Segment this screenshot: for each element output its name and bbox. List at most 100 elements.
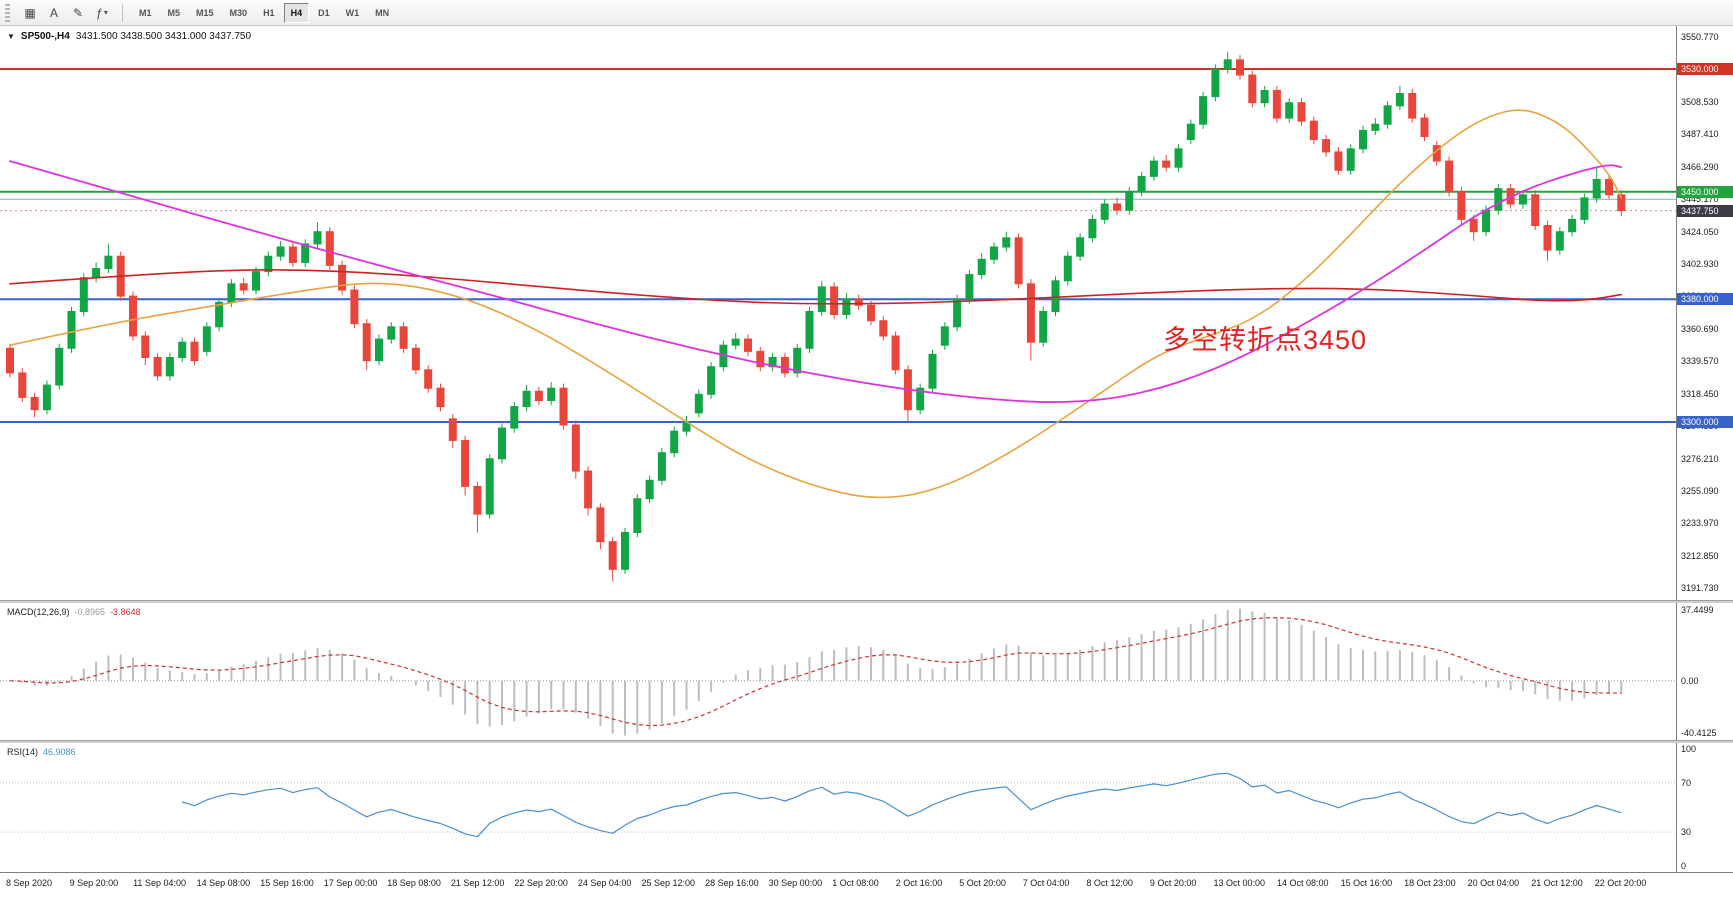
time-axis-label: 24 Sep 04:00 [577, 878, 632, 888]
rsi-axis-100: 100 [1681, 744, 1697, 754]
price-tick-label: 3212.850 [1681, 550, 1719, 561]
time-axis-label: 14 Oct 08:00 [1277, 878, 1329, 888]
price-tick-label: 3487.410 [1681, 129, 1719, 140]
price-tick-label: 3360.690 [1681, 323, 1719, 334]
rsi-axis-30: 30 [1681, 827, 1692, 838]
time-axis-label: 15 Sep 16:00 [260, 878, 314, 888]
price-tick-label: 3191.730 [1681, 583, 1719, 594]
panel-splitter-macd[interactable] [0, 600, 1733, 603]
time-axis-label: 9 Sep 20:00 [69, 878, 119, 888]
rsi-label: RSI(14) 46.9086 [7, 747, 76, 757]
macd-label: MACD(12,26,9) -0.8965 -3.8648 [7, 607, 141, 617]
rsi-svg[interactable] [0, 743, 1676, 872]
price-badge-3530.000: 3530.000 [1677, 63, 1733, 75]
price-tick-label: 3508.530 [1681, 96, 1719, 107]
timeframe-button-h1[interactable]: H1 [263, 7, 275, 18]
price-badge-3437.750: 3437.750 [1677, 204, 1733, 217]
macd-value-signal: -3.8648 [110, 607, 141, 617]
draw-tool-icon[interactable]: ✎ [72, 5, 84, 20]
macd-signal-line [9, 617, 1622, 727]
rsi-line [182, 772, 1622, 838]
toolbar-grip[interactable] [5, 3, 10, 22]
panel-splitter-rsi[interactable] [0, 740, 1733, 743]
text-annotation-icon[interactable]: A [49, 5, 58, 20]
chart-header: ▼ SP500-,H4 3431.500 3438.500 3431.000 3… [7, 31, 251, 42]
price-tick-label: 3339.570 [1681, 356, 1719, 367]
price-badge-3300.000: 3300.000 [1677, 416, 1733, 428]
toolbar-icons: ▦ A ✎ ƒ ▾ [18, 2, 114, 24]
price-axis[interactable]: 3550.7703529.6503508.5303487.4103466.290… [1676, 26, 1733, 897]
macd-value-main: -0.8965 [74, 607, 106, 617]
chart-ohlc-values: 3431.500 3438.500 3431.000 3437.750 [75, 31, 252, 42]
timeframe-button-mn[interactable]: MN [375, 7, 390, 18]
timeframe-button-m30[interactable]: M30 [229, 7, 248, 18]
price-tick-label: 3318.450 [1681, 388, 1719, 399]
timeframe-button-m15[interactable]: M15 [196, 7, 214, 18]
price-tick-label: 3424.050 [1681, 226, 1719, 237]
timeframe-button-h4[interactable]: H4 [283, 2, 310, 23]
time-axis-label: 22 Oct 20:00 [1594, 878, 1647, 888]
price-tick-label: 3276.210 [1681, 453, 1719, 464]
macd-axis-zero: 0.00 [1681, 675, 1699, 686]
macd-svg[interactable] [0, 603, 1676, 740]
rsi-name: RSI(14) [7, 747, 39, 757]
macd-histogram [21, 608, 1623, 736]
candles-down [6, 55, 1626, 582]
price-tick-label: 3445.170 [1681, 194, 1719, 205]
time-axis-label: 17 Sep 00:00 [323, 878, 378, 888]
price-tick-label: 3402.930 [1681, 259, 1719, 269]
dropdown-caret-icon[interactable]: ▾ [103, 8, 108, 17]
time-axis-label: 8 Sep 2020 [6, 878, 53, 888]
timeframe-button-m1[interactable]: M1 [139, 7, 152, 18]
rsi-axis-70: 70 [1681, 777, 1692, 788]
timeframe-button-w1[interactable]: W1 [345, 7, 360, 18]
time-axis-label: 25 Sep 12:00 [641, 878, 696, 888]
time-axis-label: 15 Oct 16:00 [1340, 878, 1393, 888]
price-chart-svg[interactable] [0, 26, 1676, 600]
macd-axis-bottom: -40.4125 [1681, 728, 1717, 738]
price-tick-label: 3255.090 [1681, 485, 1719, 496]
rsi-axis-0: 0 [1681, 861, 1687, 871]
macd-axis-top: 37.4499 [1681, 605, 1714, 615]
price-chart-canvas[interactable] [0, 26, 1676, 600]
time-axis-label: 1 Oct 08:00 [832, 878, 879, 888]
time-axis-label: 21 Oct 12:00 [1531, 878, 1583, 888]
time-axis-label: 9 Oct 20:00 [1149, 878, 1197, 888]
time-axis-label: 28 Sep 16:00 [705, 878, 759, 888]
timeframe-button-m5[interactable]: M5 [167, 7, 181, 18]
indicators-icon[interactable]: ƒ ▾ [96, 5, 108, 20]
ma-fast-line[interactable] [9, 109, 1623, 499]
time-axis-label: 7 Oct 04:00 [1022, 878, 1070, 888]
time-axis[interactable]: 8 Sep 2020 9 Sep 20:00 11 Sep 04:00 14 Sep … [0, 872, 1733, 897]
time-axis-label: 20 Oct 04:00 [1467, 878, 1520, 888]
time-axis-label: 30 Sep 00:00 [768, 878, 823, 888]
ma-mid-line[interactable] [9, 269, 1623, 305]
symbol-collapse-icon[interactable]: ▼ [7, 32, 15, 41]
ma-slow-line[interactable] [9, 160, 1623, 403]
time-axis-label: 8 Oct 12:00 [1086, 878, 1133, 888]
time-axis-label: 18 Sep 08:00 [387, 878, 441, 888]
toolbar: ▦ A ✎ ƒ ▾ M1 M5 M15 M30 H1 H4 D1 W1 MN [0, 0, 1733, 26]
time-axis-label: 14 Sep 08:00 [196, 878, 251, 888]
price-tick-label: 3466.290 [1681, 161, 1719, 172]
time-axis-label: 22 Sep 20:00 [514, 878, 568, 888]
time-axis-label: 18 Oct 23:00 [1404, 878, 1456, 888]
price-badge-3380.000: 3380.000 [1677, 293, 1733, 306]
rsi-canvas[interactable] [0, 743, 1676, 872]
timeframe-bar: M1 M5 M15 M30 H1 H4 D1 W1 MN [131, 2, 397, 23]
macd-name: MACD(12,26,9) [7, 607, 70, 617]
rsi-value: 46.9086 [43, 747, 76, 757]
time-axis-label: 2 Oct 16:00 [895, 878, 943, 888]
price-tick-label: 3233.970 [1681, 518, 1719, 529]
toolbar-separator [122, 3, 123, 22]
time-axis-label: 21 Sep 12:00 [450, 878, 505, 888]
price-tick-label: 3550.770 [1681, 32, 1719, 43]
macd-canvas[interactable] [0, 603, 1676, 740]
chart-symbol-title: SP500-,H4 [20, 31, 70, 42]
time-axis-label: 13 Oct 00:00 [1213, 878, 1266, 888]
time-axis-label: 5 Oct 20:00 [959, 878, 1006, 888]
candles-up [42, 52, 1601, 574]
timeframe-button-d1[interactable]: D1 [318, 7, 330, 18]
chart-grid-icon[interactable]: ▦ [24, 5, 36, 20]
